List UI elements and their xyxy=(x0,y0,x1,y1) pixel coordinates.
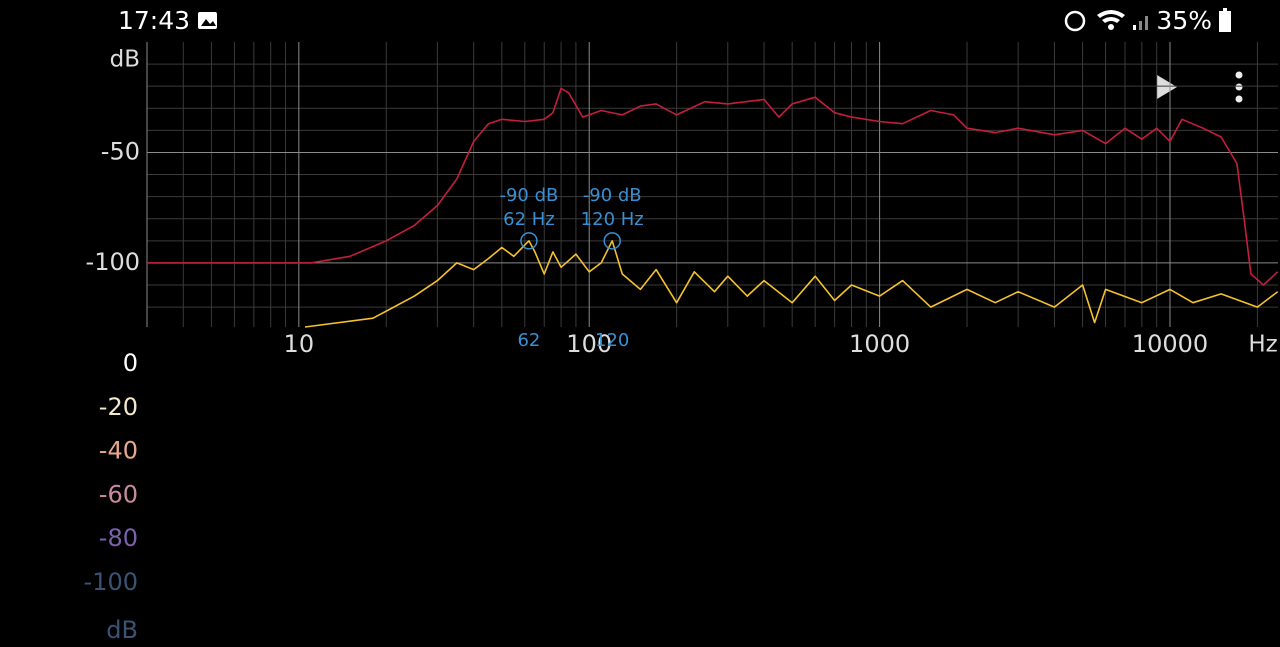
colorbar-label: -20 xyxy=(99,393,138,421)
colorbar-unit: dB xyxy=(106,616,138,644)
colorbar-label: -80 xyxy=(99,524,138,552)
y-tick-label: -100 xyxy=(86,248,140,276)
peak-tick-label: 62 xyxy=(517,330,540,351)
y-tick-label: -50 xyxy=(101,137,140,165)
x-tick-label: 100 xyxy=(566,330,612,358)
peak-hz-label: 120 Hz xyxy=(581,209,644,230)
x-tick-label: 1000 xyxy=(849,330,910,358)
battery-percent: 35% xyxy=(1156,6,1212,35)
colorbar-label: -100 xyxy=(84,568,138,596)
plot: 10 100 1000 10000 -50 -100 dB Hz -90 dB 62 Hz 62 -9… xyxy=(84,42,1279,644)
peak-marker xyxy=(520,232,538,250)
gallery-icon xyxy=(198,12,217,29)
status-time: 17:43 xyxy=(118,6,190,35)
play-button[interactable] xyxy=(1157,75,1177,99)
x-tick-label: 10 xyxy=(284,330,315,358)
x-tick-label: 10000 xyxy=(1132,330,1208,358)
colorbar-label: 0 xyxy=(123,349,138,377)
peak-marker xyxy=(603,232,621,250)
colorbar-label: -60 xyxy=(99,480,138,508)
menu-button[interactable] xyxy=(1235,71,1243,103)
colorbar-label: -40 xyxy=(99,437,138,465)
peak-db-label: -90 dB xyxy=(499,185,558,206)
x-axis-label: Hz xyxy=(1248,332,1277,358)
spectrum-line xyxy=(147,87,1279,286)
y-axis-label: dB xyxy=(110,47,140,73)
peak-db-label: -90 dB xyxy=(583,185,642,206)
spectrum-line xyxy=(304,240,1279,328)
peak-hz-label: 62 Hz xyxy=(503,209,555,230)
peak-tick-label: 120 xyxy=(595,330,629,351)
status-icons xyxy=(1064,8,1231,32)
